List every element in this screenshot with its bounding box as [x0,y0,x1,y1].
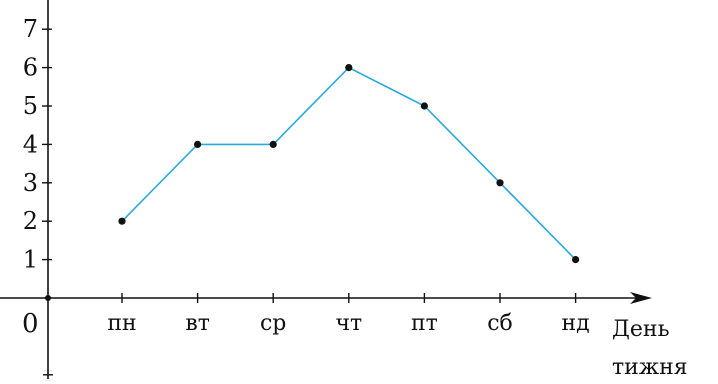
origin-label: 0 [22,309,39,339]
x-axis-arrow-icon [630,292,652,304]
axes [0,0,652,379]
x-tick-label: пт [411,311,438,336]
y-tick-label: 6 [23,54,38,82]
data-point [496,179,504,187]
y-tick-label: 4 [23,130,38,158]
y-tick-label: 2 [23,207,38,235]
x-tick-label: нд [561,311,589,336]
x-axis-title-line2: тижня [612,355,688,379]
series-line [121,66,577,261]
x-tick-label: сб [487,311,513,336]
y-tick-label: 5 [23,92,38,120]
x-ticks: пн вт ср чт пт сб нд [107,293,590,336]
x-axis-title-line1: День [612,317,670,342]
x-tick-label: вт [185,311,210,336]
data-point [194,140,202,148]
data-point [345,64,353,72]
y-tick-label: 1 [23,246,38,274]
data-point [420,102,428,110]
data-point [269,140,277,148]
data-point [572,256,580,264]
y-ticks: 1 2 3 4 5 6 7 [23,15,52,274]
data-point [118,217,126,225]
series-group [118,64,580,264]
x-tick-label: ср [260,311,286,336]
x-tick-label: пн [107,311,136,336]
origin-point [45,295,51,301]
x-tick-label: чт [335,311,362,336]
y-tick-label: 7 [23,15,38,43]
y-tick-label: 3 [23,169,38,197]
